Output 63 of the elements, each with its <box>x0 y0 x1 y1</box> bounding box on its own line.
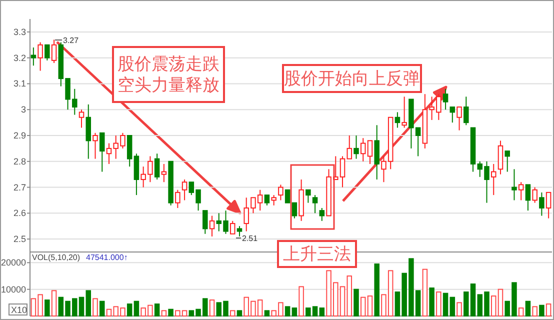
bar <box>546 304 552 316</box>
bar <box>209 300 215 316</box>
bar <box>450 296 456 316</box>
bar <box>154 304 160 316</box>
y-tick-label: 2.6 <box>13 208 26 218</box>
candlestick <box>490 163 496 196</box>
bar <box>374 264 380 316</box>
bar <box>230 310 236 316</box>
bar <box>134 300 140 316</box>
bar <box>442 292 448 316</box>
bar <box>44 300 50 316</box>
bar <box>498 288 504 316</box>
bar <box>319 308 325 316</box>
annotation: VOL(5,10,20) <box>32 253 80 262</box>
bar <box>429 288 434 316</box>
bar <box>518 308 524 316</box>
bar <box>456 302 462 316</box>
y-tick-label: 3.3 <box>13 26 26 37</box>
y-tick-label: 3.1 <box>13 78 26 89</box>
annotation: 股价开始向上反弹 <box>284 69 420 88</box>
bar <box>99 300 105 316</box>
candlestick <box>512 168 517 201</box>
annotation: 上升三法 <box>283 244 351 264</box>
bar <box>168 308 174 316</box>
bar <box>161 310 167 316</box>
annotation: 47541.000↑ <box>86 253 128 262</box>
bar <box>354 288 359 316</box>
y-tick-label: 2.5 <box>13 234 26 244</box>
bar <box>525 300 531 316</box>
bar <box>298 286 304 316</box>
bar <box>532 306 538 316</box>
annotation: 股价震荡走跌空头力量释放 <box>118 54 220 95</box>
candlestick <box>498 140 504 175</box>
bar <box>292 308 298 316</box>
candlestick <box>161 163 167 183</box>
bar <box>422 268 428 316</box>
candlestick <box>374 124 380 180</box>
bar <box>51 290 57 316</box>
bar <box>86 290 92 316</box>
candlestick <box>354 135 359 160</box>
y-tick-label: 3 <box>20 104 26 115</box>
bar <box>264 310 270 316</box>
y-tick-label: 3.2 <box>13 52 26 63</box>
bar <box>360 296 366 316</box>
bar <box>436 292 442 316</box>
text: X10 <box>11 305 28 315</box>
y-tick-label: 2.9 <box>13 130 26 140</box>
bar <box>490 296 496 316</box>
annotation: 2.51 <box>242 234 258 243</box>
bar <box>346 276 352 316</box>
y-tick-label: 2.8 <box>13 156 26 166</box>
y-tick-label: 2.7 <box>13 182 26 192</box>
y-tick-label: 20000 <box>0 258 26 268</box>
bar <box>236 310 242 316</box>
bar <box>539 304 544 316</box>
candlestick <box>360 138 366 162</box>
candlestick <box>86 104 92 160</box>
bar <box>126 304 132 316</box>
bar <box>367 296 373 316</box>
y-tick-label: 10000 <box>0 284 26 294</box>
bar <box>284 306 290 316</box>
annotation: 3.27 <box>63 36 80 45</box>
bar <box>92 298 98 316</box>
